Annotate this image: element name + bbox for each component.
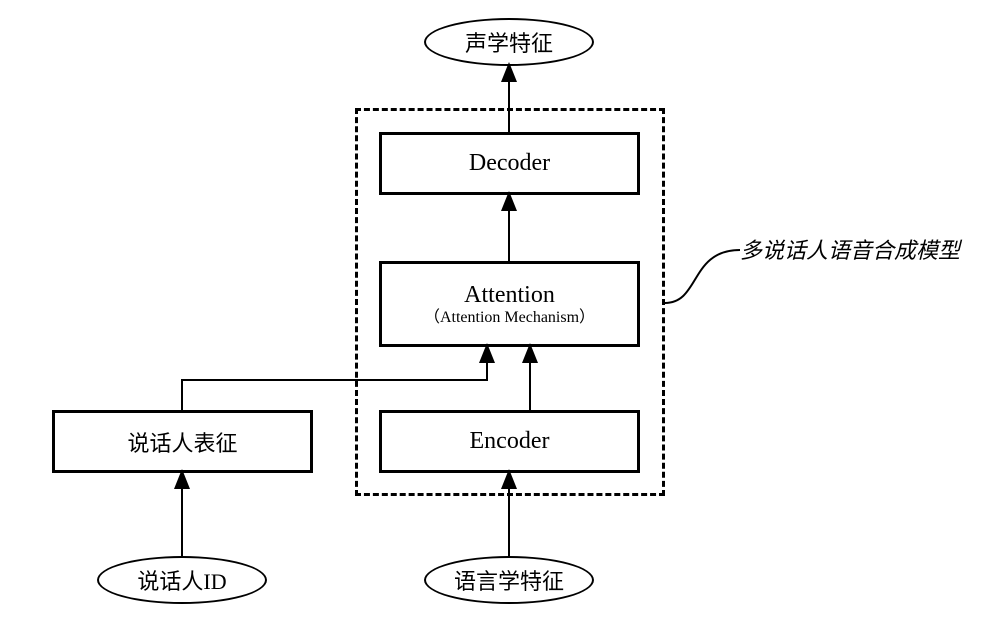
speaker-representation-label: 说话人表征 (127, 426, 237, 458)
speaker-representation-block: 说话人表征 (52, 410, 313, 473)
linguistic-features-ellipse: 语言学特征 (424, 556, 594, 604)
attention-label-sub: （Attention Mechanism） (424, 309, 595, 327)
decoder-block: Decoder (379, 132, 640, 195)
attention-label-main: Attention (424, 282, 595, 309)
decoder-label: Decoder (469, 150, 550, 177)
encoder-block: Encoder (379, 410, 640, 473)
acoustic-features-ellipse: 声学特征 (424, 18, 594, 66)
linguistic-features-label: 语言学特征 (454, 564, 564, 596)
acoustic-features-label: 声学特征 (465, 26, 553, 58)
speaker-id-ellipse: 说话人ID (97, 556, 267, 604)
speaker-id-label: 说话人ID (137, 564, 226, 596)
attention-block: Attention （Attention Mechanism） (379, 261, 640, 347)
model-caption-label: 多说话人语音合成模型 (740, 233, 960, 265)
encoder-label: Encoder (470, 428, 550, 455)
